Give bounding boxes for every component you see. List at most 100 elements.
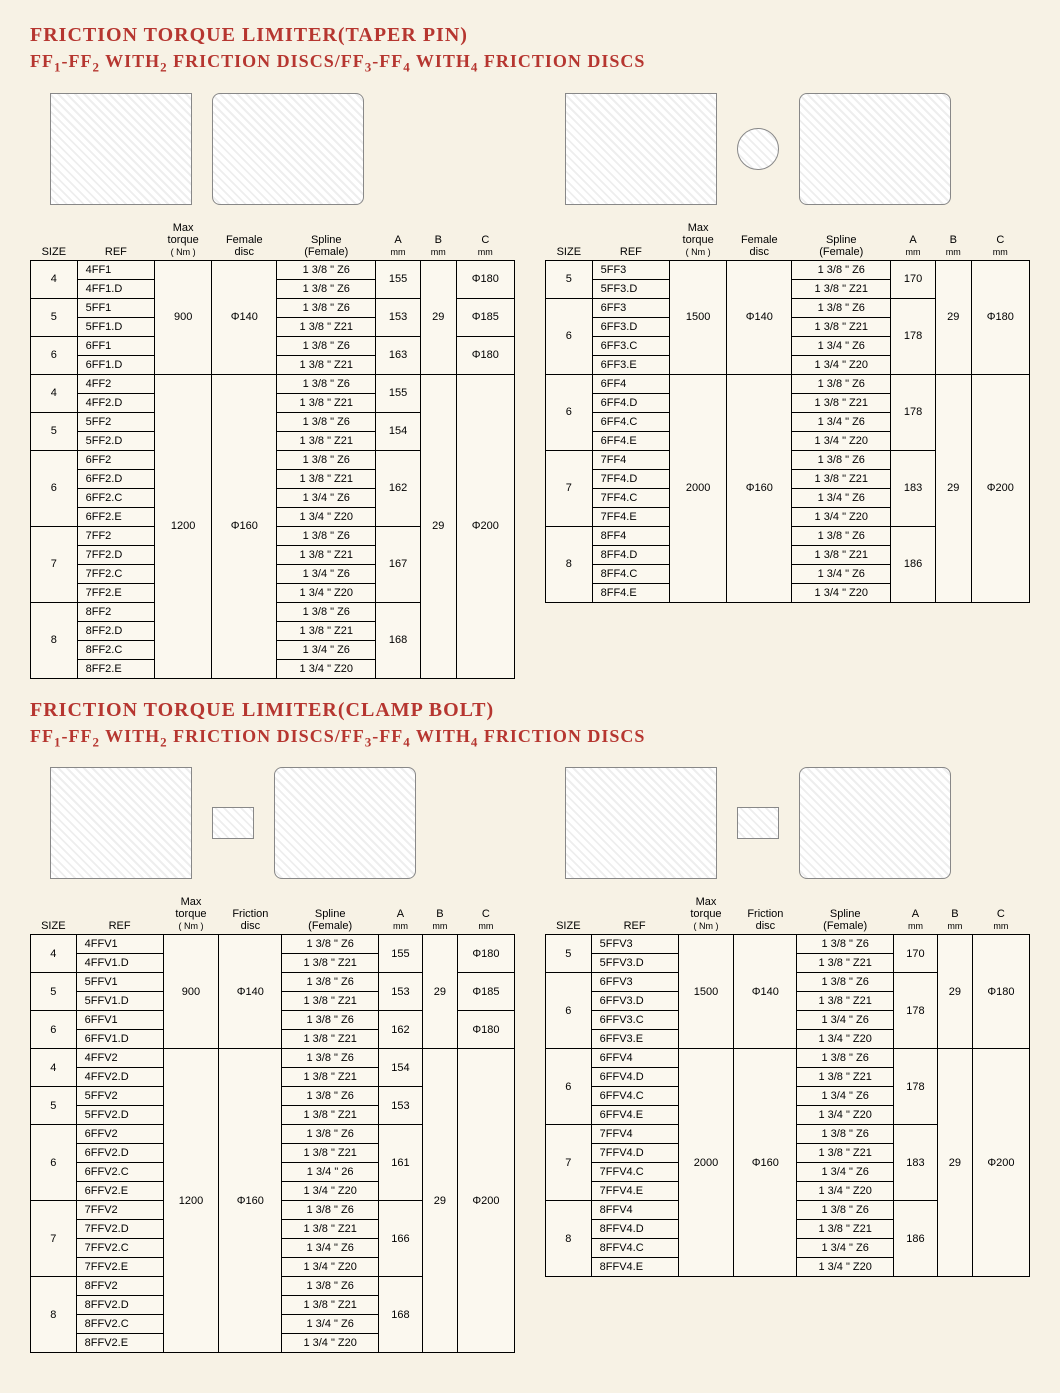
cell-size: 8 (31, 602, 78, 678)
cell-c: Φ180 (456, 336, 514, 374)
cell-size: 6 (546, 973, 592, 1049)
cell-b: 29 (936, 374, 972, 602)
cell-spline: 1 3/4 " Z20 (797, 1030, 894, 1049)
cell-ref: 7FF4 (592, 450, 670, 469)
cell-ref: 6FFV1.D (76, 1030, 163, 1049)
diagram-row-2-left (30, 758, 515, 888)
cell-spline: 1 3/8 " Z21 (282, 992, 379, 1011)
cell-ref: 6FFV2.D (76, 1144, 163, 1163)
cell-ref: 6FF1.D (77, 355, 155, 374)
section2-subtitle: FF1-FF2 WITH2 FRICTION DISCS/FF3-FF4 WIT… (30, 726, 1030, 751)
cell-size: 4 (31, 374, 78, 412)
subtitle-fragment: -FF (372, 51, 403, 71)
cell-ref: 4FF2 (77, 374, 155, 393)
cell-spline: 1 3/8 " Z6 (282, 1049, 379, 1068)
cell-torque: 1200 (155, 374, 212, 678)
cell-spline: 1 3/8 " Z21 (277, 431, 376, 450)
cell-a: 178 (891, 374, 936, 450)
col-header: Bmm (936, 220, 972, 261)
cell-spline: 1 3/8 " Z21 (282, 1068, 379, 1087)
col-header: SIZE (31, 894, 77, 935)
col-header: Cmm (457, 894, 514, 935)
cell-size: 7 (31, 526, 78, 602)
cell-spline: 1 3/4 " Z6 (277, 488, 376, 507)
cell-ref: 4FF1.D (77, 279, 155, 298)
cell-spline: 1 3/4 " Z20 (282, 1182, 379, 1201)
diagram-row-2-right (545, 758, 1030, 888)
subtitle-fragment: WITH (411, 51, 471, 71)
section2-body: SIZEREFMaxtorque ( Nm )FrictiondiscSplin… (30, 758, 1030, 1353)
cell-spline: 1 3/4 " Z6 (282, 1315, 379, 1334)
cell-spline: 1 3/8 " Z6 (792, 526, 891, 545)
cell-spline: 1 3/4 " Z20 (797, 1258, 894, 1277)
col-header: Bmm (937, 894, 972, 935)
cell-ref: 6FF4.D (592, 393, 670, 412)
cell-ref: 7FF4.C (592, 488, 670, 507)
col-header: Bmm (421, 220, 457, 261)
section1-body: SIZEREFMaxtorque ( Nm )FemalediscSpline … (30, 84, 1030, 679)
cell-ref: 6FF3.C (592, 336, 670, 355)
cell-ref: 6FF2.E (77, 507, 155, 526)
cell-ref: 6FFV2 (76, 1125, 163, 1144)
cell-ref: 6FF4.E (592, 431, 670, 450)
cell-spline: 1 3/8 " Z21 (797, 1068, 894, 1087)
subtitle-fragment: FF (30, 726, 54, 746)
cell-a: 163 (376, 336, 421, 374)
cell-spline: 1 3/8 " Z21 (797, 1144, 894, 1163)
cell-ref: 8FF4.D (592, 545, 670, 564)
diagram-row-1-left (30, 84, 515, 214)
cell-ref: 8FFV2.C (76, 1315, 163, 1334)
cell-disc: Φ160 (734, 1049, 797, 1277)
cell-spline: 1 3/8 " Z21 (277, 355, 376, 374)
cell-disc: Φ140 (212, 260, 277, 374)
cell-spline: 1 3/8 " Z6 (282, 935, 379, 954)
cell-size: 5 (31, 298, 78, 336)
table-row: 55FFV31500Φ1401 3/8 " Z617029Φ180 (546, 935, 1030, 954)
cell-a: 183 (893, 1125, 937, 1201)
cell-c: Φ200 (971, 374, 1029, 602)
subtitle-fragment: -FF (62, 51, 93, 71)
cell-ref: 8FF2 (77, 602, 155, 621)
cell-ref: 6FF2 (77, 450, 155, 469)
cell-a: 153 (376, 298, 421, 336)
col-header: REF (77, 220, 155, 261)
col-header: Cmm (971, 220, 1029, 261)
cell-spline: 1 3/4 " Z20 (282, 1334, 379, 1353)
cell-spline: 1 3/4 " Z6 (277, 640, 376, 659)
cell-ref: 6FF2.D (77, 469, 155, 488)
cell-ref: 6FFV4 (591, 1049, 678, 1068)
cell-spline: 1 3/8 " Z21 (792, 545, 891, 564)
col-header: Maxtorque ( Nm ) (678, 894, 734, 935)
cell-ref: 7FF4.D (592, 469, 670, 488)
table-row: 44FF21200Φ1601 3/8 " Z615529Φ200 (31, 374, 515, 393)
cell-disc: Φ140 (219, 935, 282, 1049)
col-header: Cmm (972, 894, 1029, 935)
cell-b: 29 (422, 935, 457, 1049)
diagram-section-view (50, 93, 192, 205)
cell-spline: 1 3/4 " Z20 (277, 583, 376, 602)
section2-right: SIZEREFMaxtorque ( Nm )FrictiondiscSplin… (545, 758, 1030, 1353)
col-header: Frictiondisc (219, 894, 282, 935)
cell-spline: 1 3/8 " Z21 (797, 954, 894, 973)
cell-spline: 1 3/8 " Z6 (277, 336, 376, 355)
cell-ref: 7FFV4.C (591, 1163, 678, 1182)
cell-ref: 7FF4.E (592, 507, 670, 526)
cell-ref: 8FF4.E (592, 583, 670, 602)
cell-ref: 6FFV3.E (591, 1030, 678, 1049)
section2-left: SIZEREFMaxtorque ( Nm )FrictiondiscSplin… (30, 758, 515, 1353)
cell-spline: 1 3/8 " Z6 (797, 1049, 894, 1068)
col-header: Spline (Female) (282, 894, 379, 935)
subtitle-fragment: WITH (100, 726, 160, 746)
table-row: 55FF31500Φ1401 3/8 " Z617029Φ180 (546, 260, 1030, 279)
cell-size: 4 (31, 1049, 77, 1087)
cell-spline: 1 3/8 " Z21 (277, 317, 376, 336)
cell-ref: 6FFV1 (76, 1011, 163, 1030)
cell-b: 29 (421, 260, 457, 374)
cell-a: 155 (376, 260, 421, 298)
cell-c: Φ180 (972, 935, 1029, 1049)
cell-ref: 4FFV1 (76, 935, 163, 954)
table-row: 44FFV1900Φ1401 3/8 " Z615529Φ180 (31, 935, 515, 954)
col-header: Spline (Female) (277, 220, 376, 261)
cell-spline: 1 3/4 " Z20 (797, 1106, 894, 1125)
cell-a: 178 (893, 1049, 937, 1125)
